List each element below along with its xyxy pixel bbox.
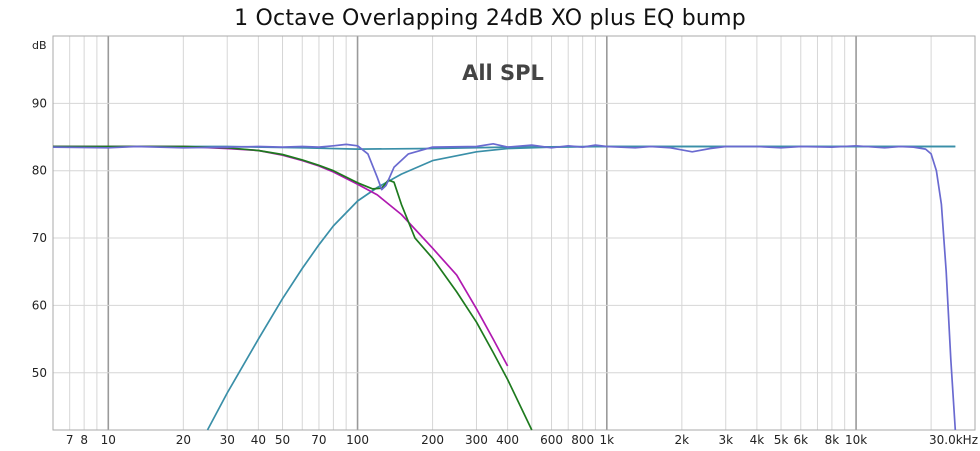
series-line-5 [52,142,957,431]
series-line-2 [206,145,956,431]
x-ticks: 7 8 10 20 30 40 50 70 100 200 300 400 600 800 1k 2k 3k 4k… [66,433,978,447]
x-tick-label: 4k [750,433,765,447]
y-tick-label: 70 [32,231,47,245]
x-tick-label: 30 [220,433,235,447]
series-line-4 [53,145,533,431]
y-ticks: 50 60 70 80 90 [32,96,47,379]
x-tick-label: 200 [421,433,444,447]
x-tick-label: 6k [793,433,808,447]
x-tick-label: 7 [66,433,74,447]
grid [52,36,976,430]
x-tick-label: 100 [346,433,369,447]
y-tick-label: 60 [32,298,47,312]
x-tick-label: 600 [540,433,563,447]
plot-frame [52,35,976,431]
x-tick-label: 50 [275,433,290,447]
x-tick-label: 2k [675,433,690,447]
series-line-3 [53,145,509,367]
x-tick-label: 800 [571,433,594,447]
chart-subtitle: All SPL [462,61,544,85]
y-tick-label: 80 [32,164,47,178]
x-tick-label: 5k [774,433,789,447]
y-tick-label: 50 [32,366,47,380]
chart-title: 1 Octave Overlapping 24dB XO plus EQ bum… [234,6,746,31]
y-tick-label: 90 [32,96,47,110]
x-tick-label: 400 [496,433,519,447]
series-group [52,142,957,431]
x-tick-label: 3k [718,433,733,447]
y-axis-unit-label: dB [32,39,47,52]
x-tick-label: 8 [80,433,88,447]
x-tick-label: 1k [600,433,615,447]
x-tick-label: 20 [176,433,191,447]
x-tick-label: 10k [845,433,867,447]
x-tick-label: 10 [101,433,116,447]
x-tick-label: 300 [465,433,488,447]
x-tick-label: 30.0kHz [929,433,978,447]
x-tick-label: 40 [251,433,266,447]
x-tick-label: 70 [311,433,326,447]
x-tick-label: 8k [825,433,840,447]
